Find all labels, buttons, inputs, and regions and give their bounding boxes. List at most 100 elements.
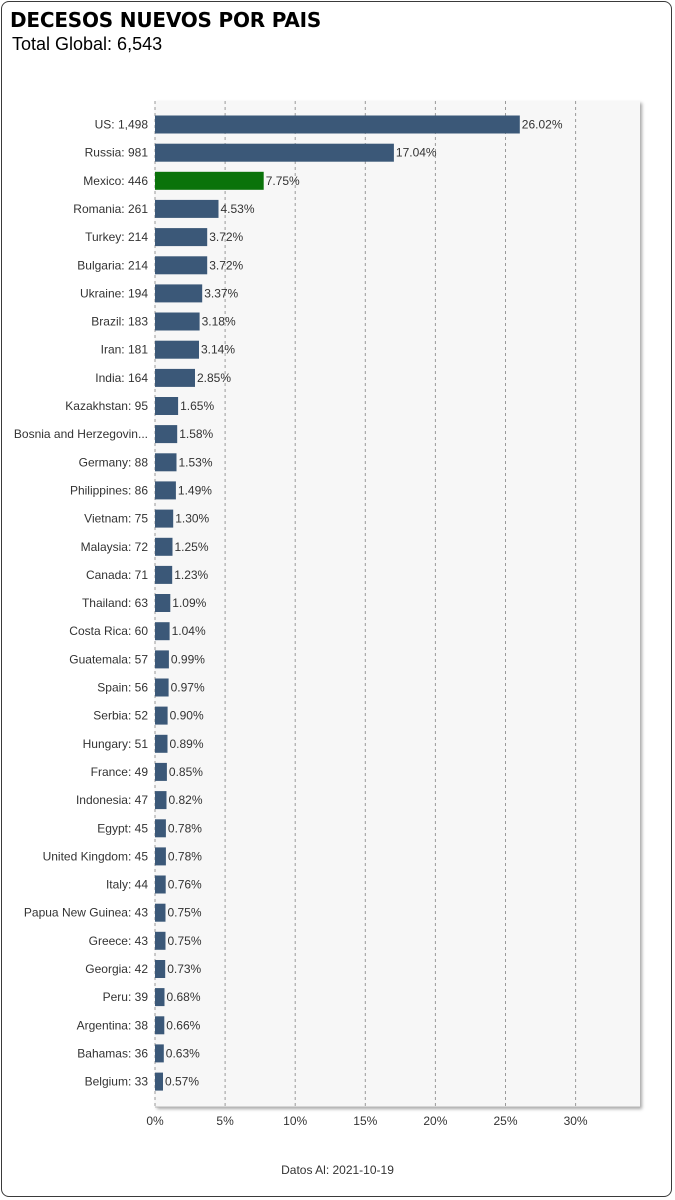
category-label: Guatemala: 57 bbox=[69, 652, 148, 666]
value-label: 1.25% bbox=[175, 540, 209, 554]
x-tick-label: 0% bbox=[146, 1114, 164, 1128]
category-label: Bahamas: 36 bbox=[77, 1046, 148, 1060]
category-label: Brazil: 183 bbox=[91, 315, 148, 329]
value-label: 7.75% bbox=[266, 174, 300, 188]
bar bbox=[155, 115, 520, 134]
value-label: 0.76% bbox=[168, 878, 202, 892]
category-label: Papua New Guinea: 43 bbox=[24, 906, 148, 920]
category-label: Peru: 39 bbox=[103, 990, 149, 1004]
value-label: 0.89% bbox=[170, 737, 204, 751]
bar bbox=[155, 368, 195, 387]
value-label: 26.02% bbox=[522, 118, 563, 132]
category-label: France: 49 bbox=[91, 765, 149, 779]
category-label: Germany: 88 bbox=[79, 455, 149, 469]
value-label: 3.72% bbox=[209, 230, 243, 244]
value-label: 0.75% bbox=[168, 934, 202, 948]
labels: 0% 5% 10% 15% 20% 25% 30% US: 1,498 26.02% Russia… bbox=[14, 118, 588, 1129]
bar bbox=[155, 453, 177, 472]
category-label: US: 1,498 bbox=[95, 118, 149, 132]
value-label: 2.85% bbox=[197, 371, 231, 385]
chart-title: DECESOS NUEVOS POR PAIS bbox=[10, 8, 322, 32]
x-tick-label: 5% bbox=[216, 1114, 234, 1128]
bar bbox=[155, 988, 165, 1007]
value-label: 4.53% bbox=[221, 202, 255, 216]
bar bbox=[155, 537, 173, 556]
category-label: India: 164 bbox=[95, 371, 148, 385]
x-tick-label: 25% bbox=[493, 1114, 517, 1128]
value-label: 0.68% bbox=[167, 990, 201, 1004]
value-label: 0.66% bbox=[166, 1018, 200, 1032]
category-label: Indonesia: 47 bbox=[76, 793, 148, 807]
bars bbox=[155, 115, 520, 1091]
value-label: 1.23% bbox=[174, 568, 208, 582]
bar bbox=[155, 397, 179, 415]
bar bbox=[155, 171, 264, 190]
value-label: 0.97% bbox=[171, 681, 205, 695]
value-label: 1.53% bbox=[179, 455, 213, 469]
bar bbox=[155, 594, 171, 612]
category-label: Spain: 56 bbox=[97, 681, 148, 695]
category-label: Turkey: 214 bbox=[85, 230, 148, 244]
value-label: 0.78% bbox=[168, 821, 202, 835]
category-label: Russia: 981 bbox=[85, 146, 149, 160]
category-label: Philippines: 86 bbox=[70, 483, 148, 497]
category-label: Bosnia and Herzegovin... bbox=[14, 427, 148, 441]
value-label: 1.65% bbox=[180, 399, 214, 413]
bar bbox=[155, 340, 199, 359]
category-label: Costa Rica: 60 bbox=[69, 624, 148, 638]
value-label: 0.82% bbox=[169, 793, 203, 807]
category-label: United Kingdom: 45 bbox=[43, 849, 149, 863]
bar bbox=[155, 256, 208, 275]
bar bbox=[155, 425, 178, 444]
bar bbox=[155, 875, 166, 894]
category-label: Belgium: 33 bbox=[85, 1075, 149, 1089]
category-label: Thailand: 63 bbox=[82, 596, 148, 610]
bar bbox=[155, 622, 170, 641]
bar bbox=[155, 931, 166, 950]
category-label: Georgia: 42 bbox=[85, 962, 148, 976]
bar bbox=[155, 1072, 163, 1091]
category-label: Romania: 261 bbox=[73, 202, 148, 216]
bar bbox=[155, 903, 166, 922]
bar bbox=[155, 650, 169, 669]
gridlines bbox=[154, 101, 640, 1108]
bar bbox=[155, 847, 166, 866]
chart-subtitle: Total Global: 6,543 bbox=[12, 34, 163, 54]
value-label: 3.14% bbox=[201, 343, 235, 357]
category-label: Vietnam: 75 bbox=[84, 512, 148, 526]
bar bbox=[155, 678, 169, 697]
bar bbox=[155, 706, 168, 725]
bar bbox=[155, 509, 174, 528]
plot-area bbox=[155, 101, 640, 1107]
category-label: Italy: 44 bbox=[106, 878, 148, 892]
category-label: Serbia: 52 bbox=[93, 709, 148, 723]
x-tick-label: 15% bbox=[353, 1114, 377, 1128]
value-label: 1.49% bbox=[178, 483, 212, 497]
value-label: 0.99% bbox=[171, 652, 205, 666]
value-label: 0.78% bbox=[168, 849, 202, 863]
value-label: 17.04% bbox=[396, 146, 437, 160]
category-label: Mexico: 446 bbox=[83, 174, 148, 188]
value-label: 3.37% bbox=[204, 286, 238, 300]
value-label: 0.57% bbox=[165, 1075, 199, 1089]
value-label: 3.72% bbox=[209, 258, 243, 272]
data-date-footer: Datos Al: 2021-10-19 bbox=[281, 1163, 394, 1177]
bar bbox=[155, 312, 200, 331]
bar bbox=[155, 734, 168, 753]
bar bbox=[155, 481, 176, 500]
bar bbox=[155, 199, 219, 218]
bar bbox=[155, 762, 167, 781]
value-label: 3.18% bbox=[202, 315, 236, 329]
bar bbox=[155, 1016, 165, 1035]
category-label: Kazakhstan: 95 bbox=[65, 399, 148, 413]
bar bbox=[155, 565, 173, 584]
value-label: 0.85% bbox=[169, 765, 203, 779]
x-tick-label: 10% bbox=[283, 1114, 307, 1128]
category-label: Canada: 71 bbox=[86, 568, 148, 582]
x-tick-label: 30% bbox=[564, 1114, 588, 1128]
category-label: Argentina: 38 bbox=[77, 1018, 149, 1032]
bar bbox=[155, 284, 203, 303]
category-label: Bulgaria: 214 bbox=[77, 258, 148, 272]
bar bbox=[155, 791, 167, 810]
